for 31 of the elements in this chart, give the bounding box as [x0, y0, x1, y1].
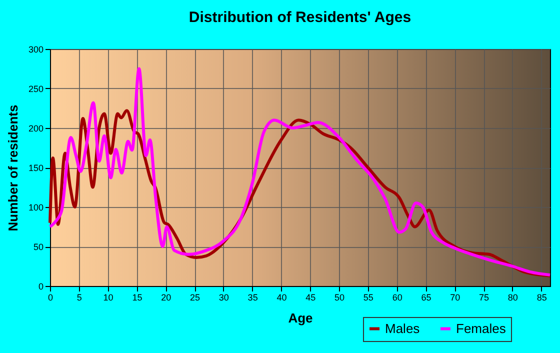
x-tick-label: 45 — [306, 292, 316, 302]
x-tick-label: 60 — [392, 292, 402, 302]
x-tick-label: 15 — [132, 292, 142, 302]
x-tick-label: 5 — [76, 292, 82, 302]
y-axis-title: Number of residents — [5, 104, 20, 232]
x-tick-label: 50 — [334, 292, 345, 302]
x-tick-label: 25 — [190, 292, 200, 302]
x-tick-label: 75 — [479, 292, 490, 302]
x-tick-label: 10 — [103, 292, 114, 302]
y-tick-label: 50 — [33, 242, 44, 252]
y-tick-label: 150 — [28, 163, 44, 173]
x-tick-label: 70 — [450, 292, 460, 302]
x-tick-label: 80 — [508, 292, 518, 302]
line-series — [48, 67, 552, 276]
x-tick-label: 35 — [248, 292, 258, 302]
y-tick-label: 250 — [28, 84, 44, 94]
x-tick-label: 40 — [276, 292, 287, 302]
y-tick-label: 100 — [28, 202, 44, 212]
x-tick-label: 20 — [161, 292, 172, 302]
x-tick-label: 65 — [421, 292, 432, 302]
legend-label: Males — [385, 320, 420, 336]
chart-title: Distribution of Residents' Ages — [188, 9, 412, 26]
y-tick-label: 0 — [38, 282, 44, 292]
y-tick-label: 300 — [28, 44, 44, 54]
x-tick-label: 55 — [363, 292, 374, 302]
x-tick-label: 0 — [48, 292, 54, 302]
x-tick-label: 85 — [536, 292, 547, 302]
x-axis-title: Age — [288, 310, 313, 326]
legend-label: Females — [456, 320, 506, 336]
y-tick-label: 200 — [28, 124, 44, 134]
x-tick-label: 30 — [218, 292, 229, 302]
